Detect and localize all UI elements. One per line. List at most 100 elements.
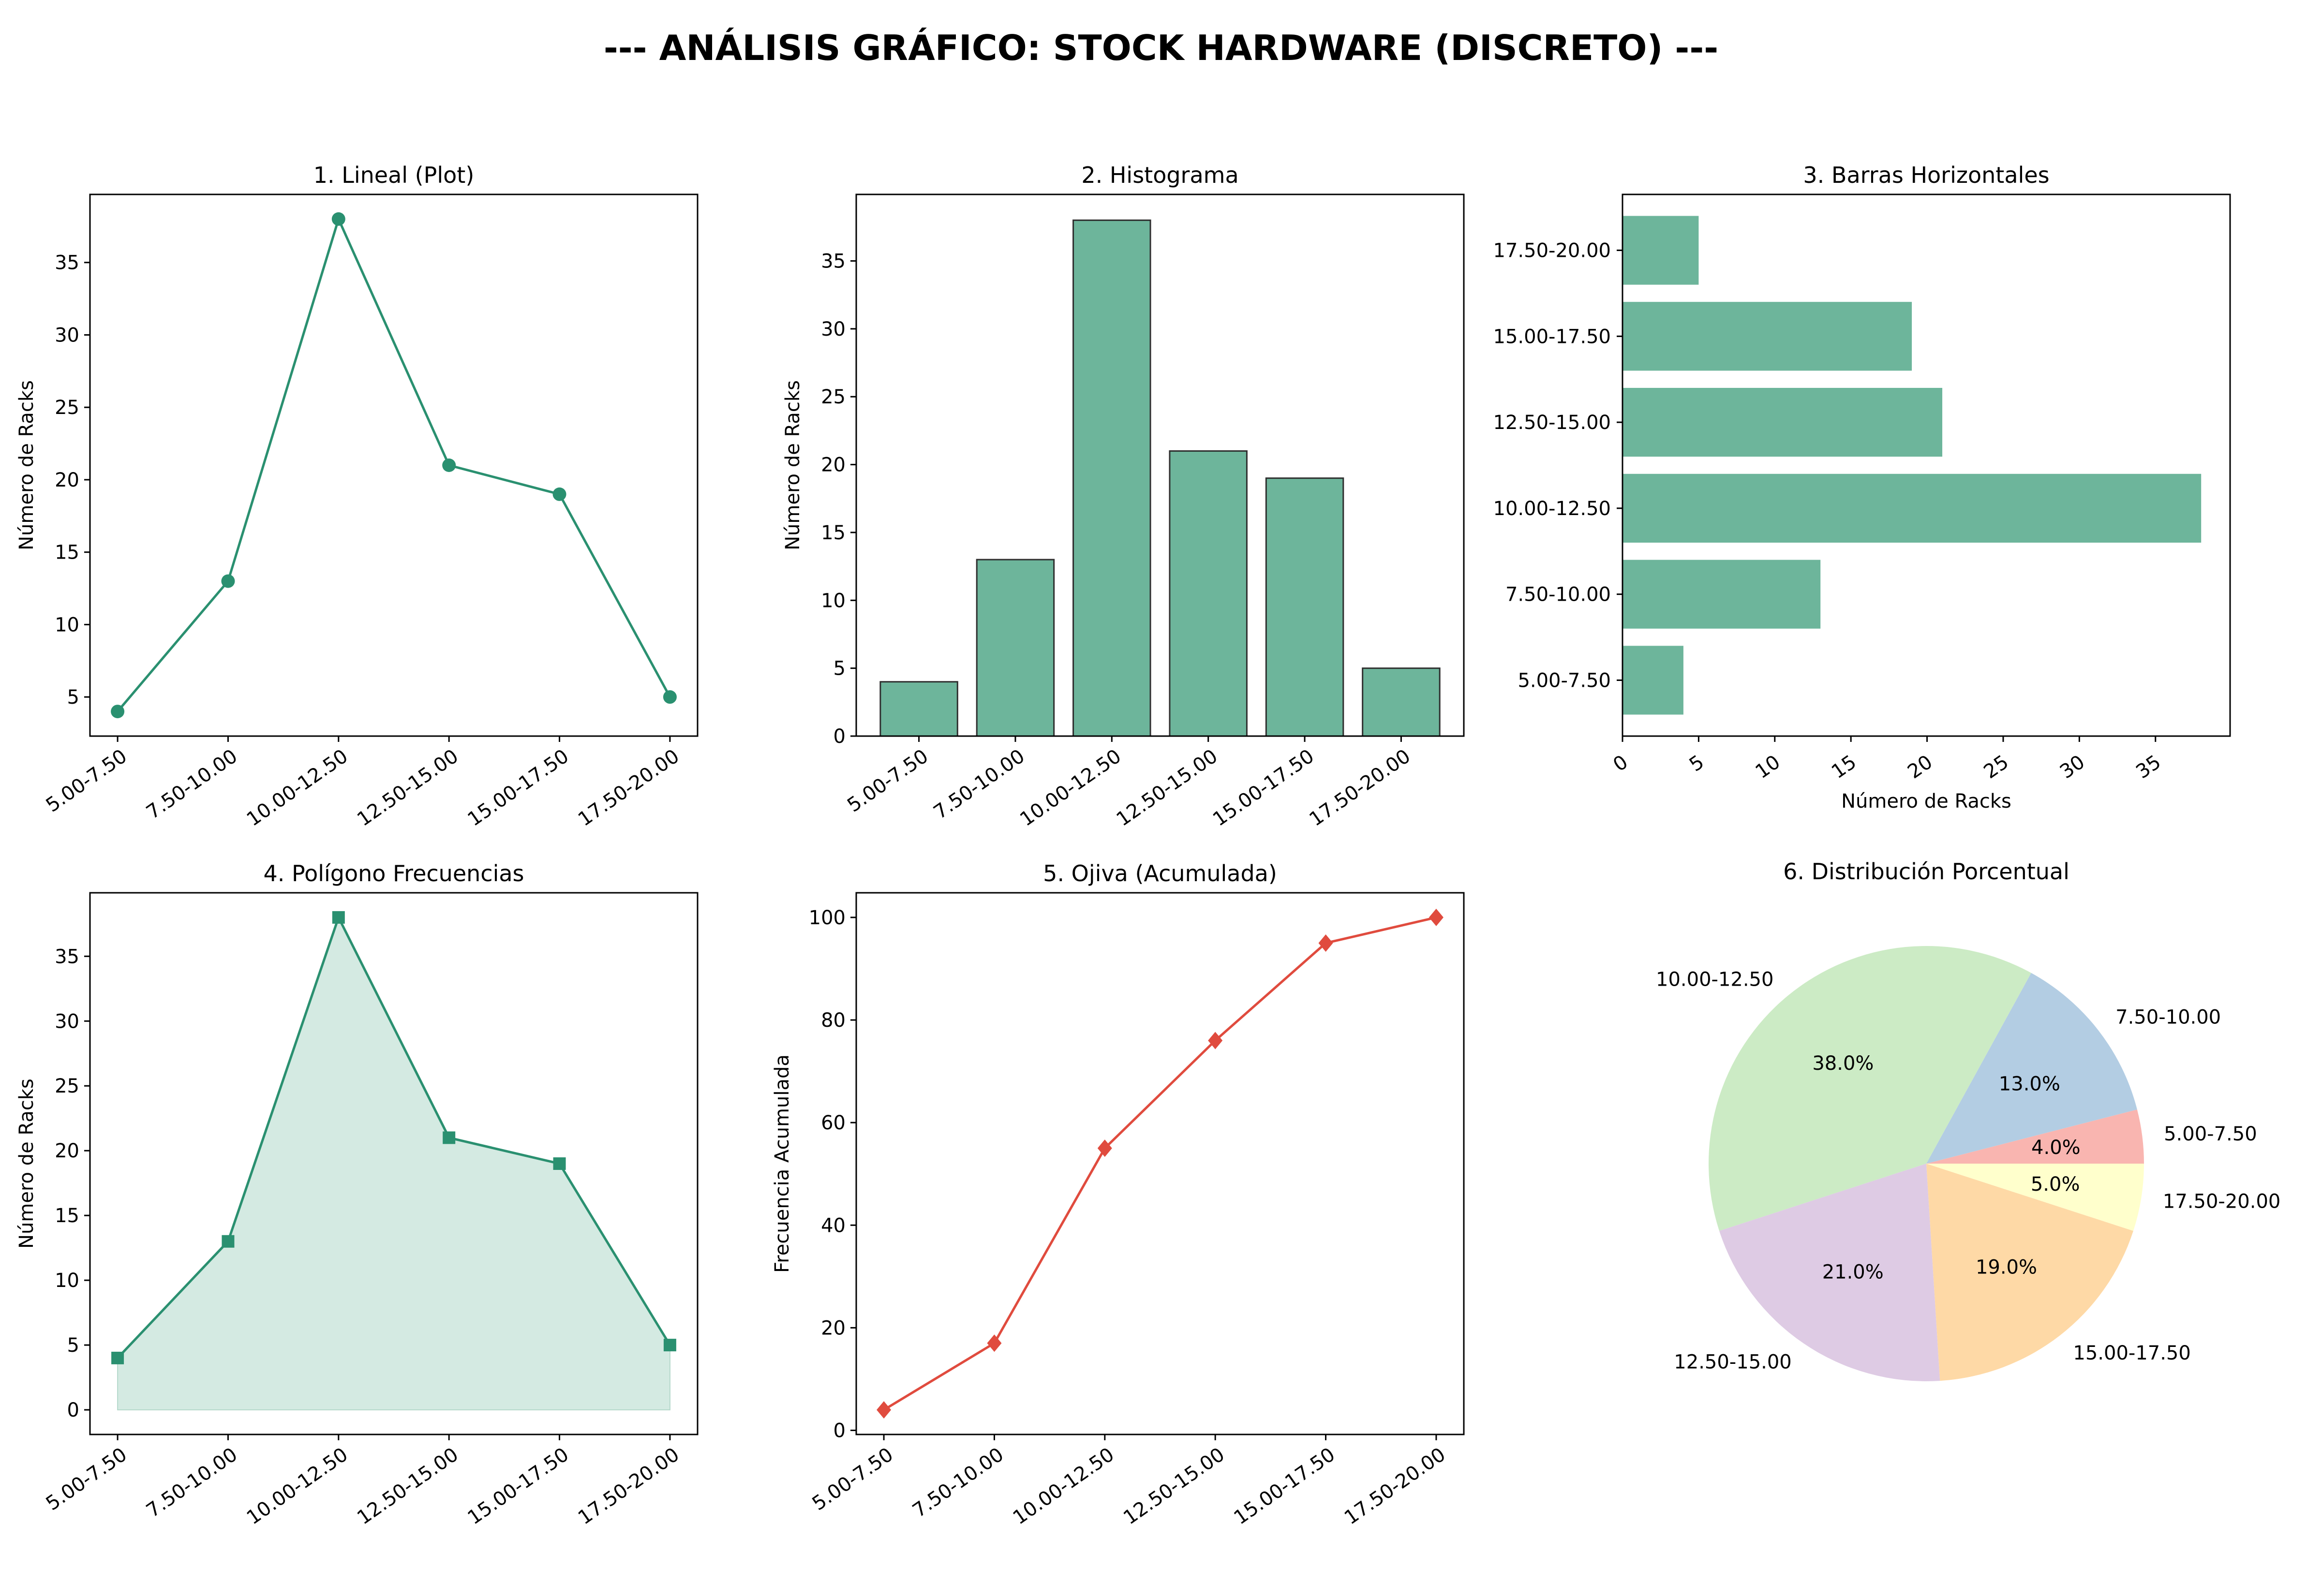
y-tick-label: 30 [55,1010,79,1033]
data-point [987,1334,1002,1352]
y-tick-label: 20 [55,469,79,491]
y-tick-label: 10.00-12.50 [1493,498,1611,520]
chart-title: 6. Distribución Porcentual [1783,858,2069,885]
pie-label: 15.00-17.50 [2073,1342,2190,1364]
data-point [221,574,235,588]
pie-pct-label: 5.0% [2031,1173,2080,1196]
y-tick-label: 5.00-7.50 [1518,669,1611,692]
y-tick-label: 15.00-17.50 [1493,325,1611,348]
bar [1169,450,1248,737]
y-tick-label: 5 [67,1334,79,1357]
data-point [663,690,677,704]
y-tick-label: 80 [821,1009,846,1032]
data-point [1429,908,1444,926]
chart-title: 5. Ojiva (Acumulada) [1043,860,1277,887]
y-axis-label: Número de Racks [782,380,804,550]
y-tick-label: 17.50-20.00 [1493,240,1611,262]
pie-pct-label: 19.0% [1976,1256,2037,1278]
pie-slice [1926,1109,2144,1164]
pie-pct-label: 4.0% [2031,1137,2081,1159]
y-tick-label: 15 [821,522,846,544]
bar [1622,216,1699,285]
data-point [1318,934,1333,952]
pie-slice [1926,1164,2144,1231]
data-point [442,458,456,472]
y-tick-label: 0 [834,1420,846,1442]
y-tick-label: 25 [821,386,846,408]
y-tick-label: 12.50-15.00 [1493,412,1611,434]
axes-frame-2 [1622,193,2231,737]
y-tick-label: 7.50-10.00 [1505,584,1611,606]
chart-barras-horizontales: 3. Barras Horizontales 5.00-7.50 7.50-10.0… [1493,162,2231,813]
axes-frame-3 [89,892,699,1435]
axes-frame-0 [89,193,699,737]
y-tick-label: 30 [821,318,846,340]
chart-title: 2. Histograma [1081,162,1238,188]
pie-pct-label: 21.0% [1822,1261,1884,1283]
y-axis-label: Número de Racks [15,380,38,550]
y-tick-label: 100 [809,907,846,929]
y-tick-label: 10 [821,590,846,612]
data-point [111,1351,124,1364]
y-tick-label: 25 [55,1075,79,1097]
y-tick-label: 35 [55,946,79,968]
bar [1622,646,1683,715]
bar [1072,219,1151,737]
pie-slice [1719,1164,1940,1381]
y-tick-label: 25 [55,397,79,419]
x-axis-label: Número de Racks [1841,790,2011,813]
y-tick-label: 15 [55,1205,79,1227]
pie-slice [1926,973,2137,1164]
data-point [553,1157,566,1170]
y-tick-label: 20 [821,454,846,476]
y-tick-label: 0 [834,725,846,748]
bar [1265,477,1344,737]
chart-pie: 6. Distribución Porcentual 4.0% 5.00-7.50 1… [1656,858,2280,1381]
y-tick-label: 20 [55,1140,79,1162]
bar [1622,473,2202,543]
data-point [1208,1032,1223,1049]
y-tick-label: 35 [55,252,79,274]
axes-frame-4 [855,892,1465,1435]
series-line [117,215,671,712]
pie-pct-label: 13.0% [1999,1073,2060,1095]
y-tick-label: 0 [67,1399,79,1421]
data-point [111,705,125,719]
figure-title: --- ANÁLISIS GRÁFICO: STOCK HARDWARE (DI… [604,28,1718,68]
pie-slice [1709,946,2031,1231]
data-point [332,911,345,924]
y-tick-label: 10 [55,1270,79,1292]
data-point [331,212,345,226]
y-tick-label: 10 [55,614,79,636]
y-tick-label: 40 [821,1214,846,1237]
y-tick-label: 30 [55,324,79,346]
pie-slice [1926,1164,2133,1381]
series-line [117,914,671,1359]
y-axis-label: Frecuencia Acumulada [771,1054,793,1273]
y-tick-label: 5 [834,658,846,680]
y-tick-label: 35 [821,251,846,273]
y-tick-label: 5 [67,686,79,709]
data-point [877,1401,892,1419]
pie-label: 7.50-10.00 [2115,1006,2221,1029]
bar [1622,388,1943,457]
y-axis-label: Número de Racks [15,1079,38,1249]
pie-label: 12.50-15.00 [1674,1351,1791,1373]
pie-label: 5.00-7.50 [2164,1123,2257,1145]
data-point [552,487,566,501]
data-point [1097,1139,1112,1157]
y-tick-label: 60 [821,1112,846,1134]
bar [1622,560,1821,629]
bar [1362,667,1441,737]
bar [976,559,1055,737]
pie-pct-label: 38.0% [1812,1052,1874,1075]
y-tick-label: 15 [55,542,79,564]
data-point [222,1235,235,1248]
pie-label: 17.50-20.00 [2163,1190,2280,1212]
bar [1622,302,1912,371]
chart-title: 4. Polígono Frecuencias [263,860,524,887]
chart-title: 3. Barras Horizontales [1803,162,2049,188]
chart-title: 1. Lineal (Plot) [313,162,475,188]
pie-label: 10.00-12.50 [1656,969,1773,991]
